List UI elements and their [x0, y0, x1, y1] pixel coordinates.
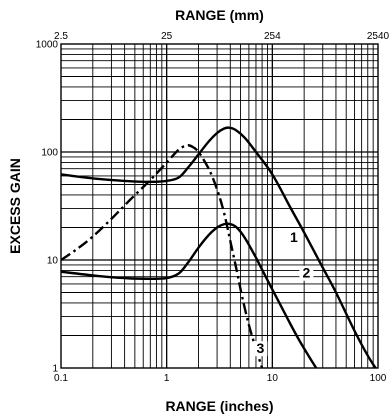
y-axis-title: EXCESS GAIN [7, 158, 23, 254]
x-axis-title: RANGE (inches) [165, 398, 273, 414]
y-tick-label: 1 [52, 364, 58, 375]
series-label-1: 1 [290, 229, 298, 245]
grid [61, 44, 378, 368]
series-label-bg-3 [253, 341, 268, 357]
top-tick-label: 2.5 [54, 31, 68, 42]
series-label-3: 3 [256, 340, 264, 356]
series-line-1 [60, 126, 377, 369]
top-axis-title: RANGE (mm) [175, 7, 264, 23]
series-line-3 [60, 144, 264, 369]
y-tick-label: 100 [41, 148, 58, 159]
y-tick-label: 1000 [36, 40, 59, 51]
x-tick-label: 10 [267, 373, 279, 384]
series-line-2 [60, 222, 318, 369]
y-tick-label: 10 [47, 256, 59, 267]
series-label-2: 2 [302, 265, 310, 281]
plot-frame [60, 43, 379, 369]
series-label-bg-1 [286, 229, 301, 245]
x-tick-label: 0.1 [54, 373, 68, 384]
series-group: 1 2 3 [60, 126, 377, 369]
x-tick-label: 1 [164, 373, 170, 384]
series-label-bg-2 [299, 265, 314, 281]
top-tick-label: 2540 [367, 31, 390, 42]
x-tick-label: 100 [370, 373, 387, 384]
top-tick-label: 254 [264, 31, 281, 42]
top-tick-label: 25 [161, 31, 173, 42]
